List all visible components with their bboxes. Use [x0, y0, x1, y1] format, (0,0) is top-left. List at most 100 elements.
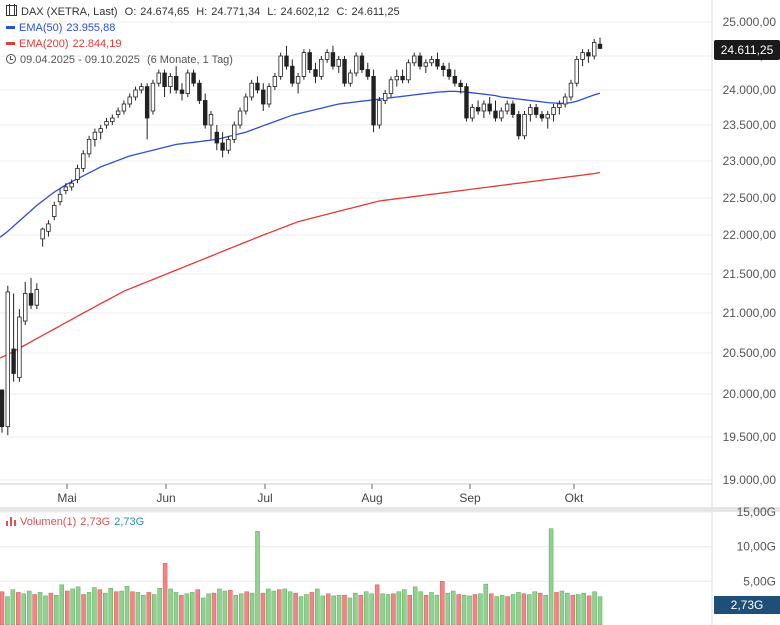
candle-body — [417, 55, 423, 67]
volume-bar — [173, 592, 179, 625]
legend-ema50-row[interactable]: EMA(50) 23.955,88 — [6, 21, 119, 36]
volume-bar — [304, 594, 309, 625]
period-note: (6 Monate, 1 Tag) — [146, 54, 233, 66]
candle-body — [475, 107, 481, 112]
ema200-value: 22.844,19 — [72, 38, 122, 50]
volume-bar — [450, 590, 456, 625]
candle-body — [284, 55, 289, 67]
volume-bar — [412, 586, 418, 625]
volume-value-red: 2,73G — [80, 516, 111, 528]
candle-body — [342, 59, 347, 84]
volume-bar — [527, 594, 532, 625]
y-tick-label: 24.000,00 — [723, 83, 777, 97]
volume-bar — [92, 587, 97, 625]
ohlc-high-key: H: — [196, 6, 208, 18]
candle-body — [353, 55, 359, 74]
instrument-name: DAX (XETRA, Last) — [21, 6, 118, 18]
volume-bar — [48, 592, 54, 625]
volume-bar — [16, 592, 21, 625]
candle-body — [52, 204, 57, 217]
candle-body — [510, 103, 516, 115]
candle-body — [301, 52, 307, 77]
candle-body — [75, 167, 80, 180]
volume-bar — [135, 592, 141, 625]
candle-body — [545, 114, 550, 119]
volume-bar — [271, 590, 277, 625]
volume-tick-label: 10,00G — [737, 540, 776, 554]
volume-bar — [151, 594, 157, 625]
volume-bar — [467, 595, 472, 625]
volume-bar — [499, 594, 505, 625]
candle-body — [249, 82, 254, 98]
candle-body — [46, 223, 51, 232]
ohlc-open-key: O: — [124, 6, 137, 18]
pane-separator — [0, 507, 780, 512]
volume-bars-icon — [6, 517, 16, 526]
volume-bar — [238, 593, 244, 625]
volume-bar — [336, 594, 342, 625]
volume-bar — [32, 594, 37, 625]
volume-bar — [59, 584, 65, 625]
volume-bar — [266, 588, 271, 625]
volume-bar — [37, 592, 43, 625]
candle-body — [156, 72, 161, 84]
candle-body — [394, 76, 399, 81]
candle-body — [173, 76, 179, 91]
volume-bar — [255, 531, 260, 625]
candle-body — [34, 289, 40, 306]
candle-body — [28, 293, 34, 306]
volume-bar — [494, 596, 499, 625]
volume-bar — [402, 589, 407, 625]
ohlc-high-value: 24.771,34 — [211, 6, 261, 18]
volume-bar — [565, 592, 570, 625]
volume-bar — [325, 593, 331, 625]
candle-body — [278, 55, 283, 77]
volume-bar — [407, 594, 412, 625]
volume-bar — [260, 592, 266, 625]
y-tick-label: 22.000,00 — [723, 228, 777, 242]
volume-bar — [249, 592, 255, 625]
candle-body — [92, 131, 98, 140]
legend-ema200-row[interactable]: EMA(200) 22.844,19 — [6, 37, 125, 52]
candle-body — [580, 52, 585, 60]
candle-body — [150, 82, 156, 112]
period-range: 09.04.2025 - 09.10.2025 — [20, 54, 140, 66]
volume-label: Volumen(1) — [20, 516, 77, 528]
volume-bar — [130, 591, 135, 625]
volume-bar — [211, 592, 217, 625]
volume-bar — [190, 592, 195, 625]
candle-body — [499, 110, 504, 119]
y-tick-label: 21.500,00 — [723, 267, 777, 281]
volume-bar — [440, 581, 445, 625]
volume-bar — [86, 592, 92, 625]
volume-bar — [461, 594, 467, 625]
volume-bar — [380, 593, 385, 625]
volume-bar — [331, 595, 336, 625]
x-tick-label: Jul — [257, 491, 272, 505]
ema200-line — [0, 171, 601, 359]
candle-body — [377, 100, 382, 126]
volume-bar — [570, 594, 576, 625]
volume-bar — [434, 594, 440, 625]
volume-legend[interactable]: Volumen(1) 2,73G 2,73G — [6, 516, 144, 528]
candle-body — [191, 72, 196, 84]
candle-body — [557, 103, 562, 108]
candle-body — [266, 86, 272, 105]
candle-body — [127, 96, 132, 105]
candle-body — [208, 114, 214, 126]
candle-body — [69, 182, 74, 188]
candle-body — [470, 107, 475, 119]
volume-bar — [10, 589, 16, 625]
candle-body — [5, 291, 11, 428]
volume-bar — [233, 594, 239, 625]
candle-body — [330, 52, 336, 67]
candle-body — [528, 107, 533, 115]
volume-bar — [423, 594, 429, 625]
volume-bar — [358, 594, 364, 625]
volume-bar — [483, 583, 489, 625]
volume-bar — [21, 593, 26, 625]
volume-bar — [418, 591, 423, 625]
volume-bar — [113, 591, 119, 625]
volume-bar — [429, 592, 434, 625]
volume-bar — [217, 588, 222, 625]
